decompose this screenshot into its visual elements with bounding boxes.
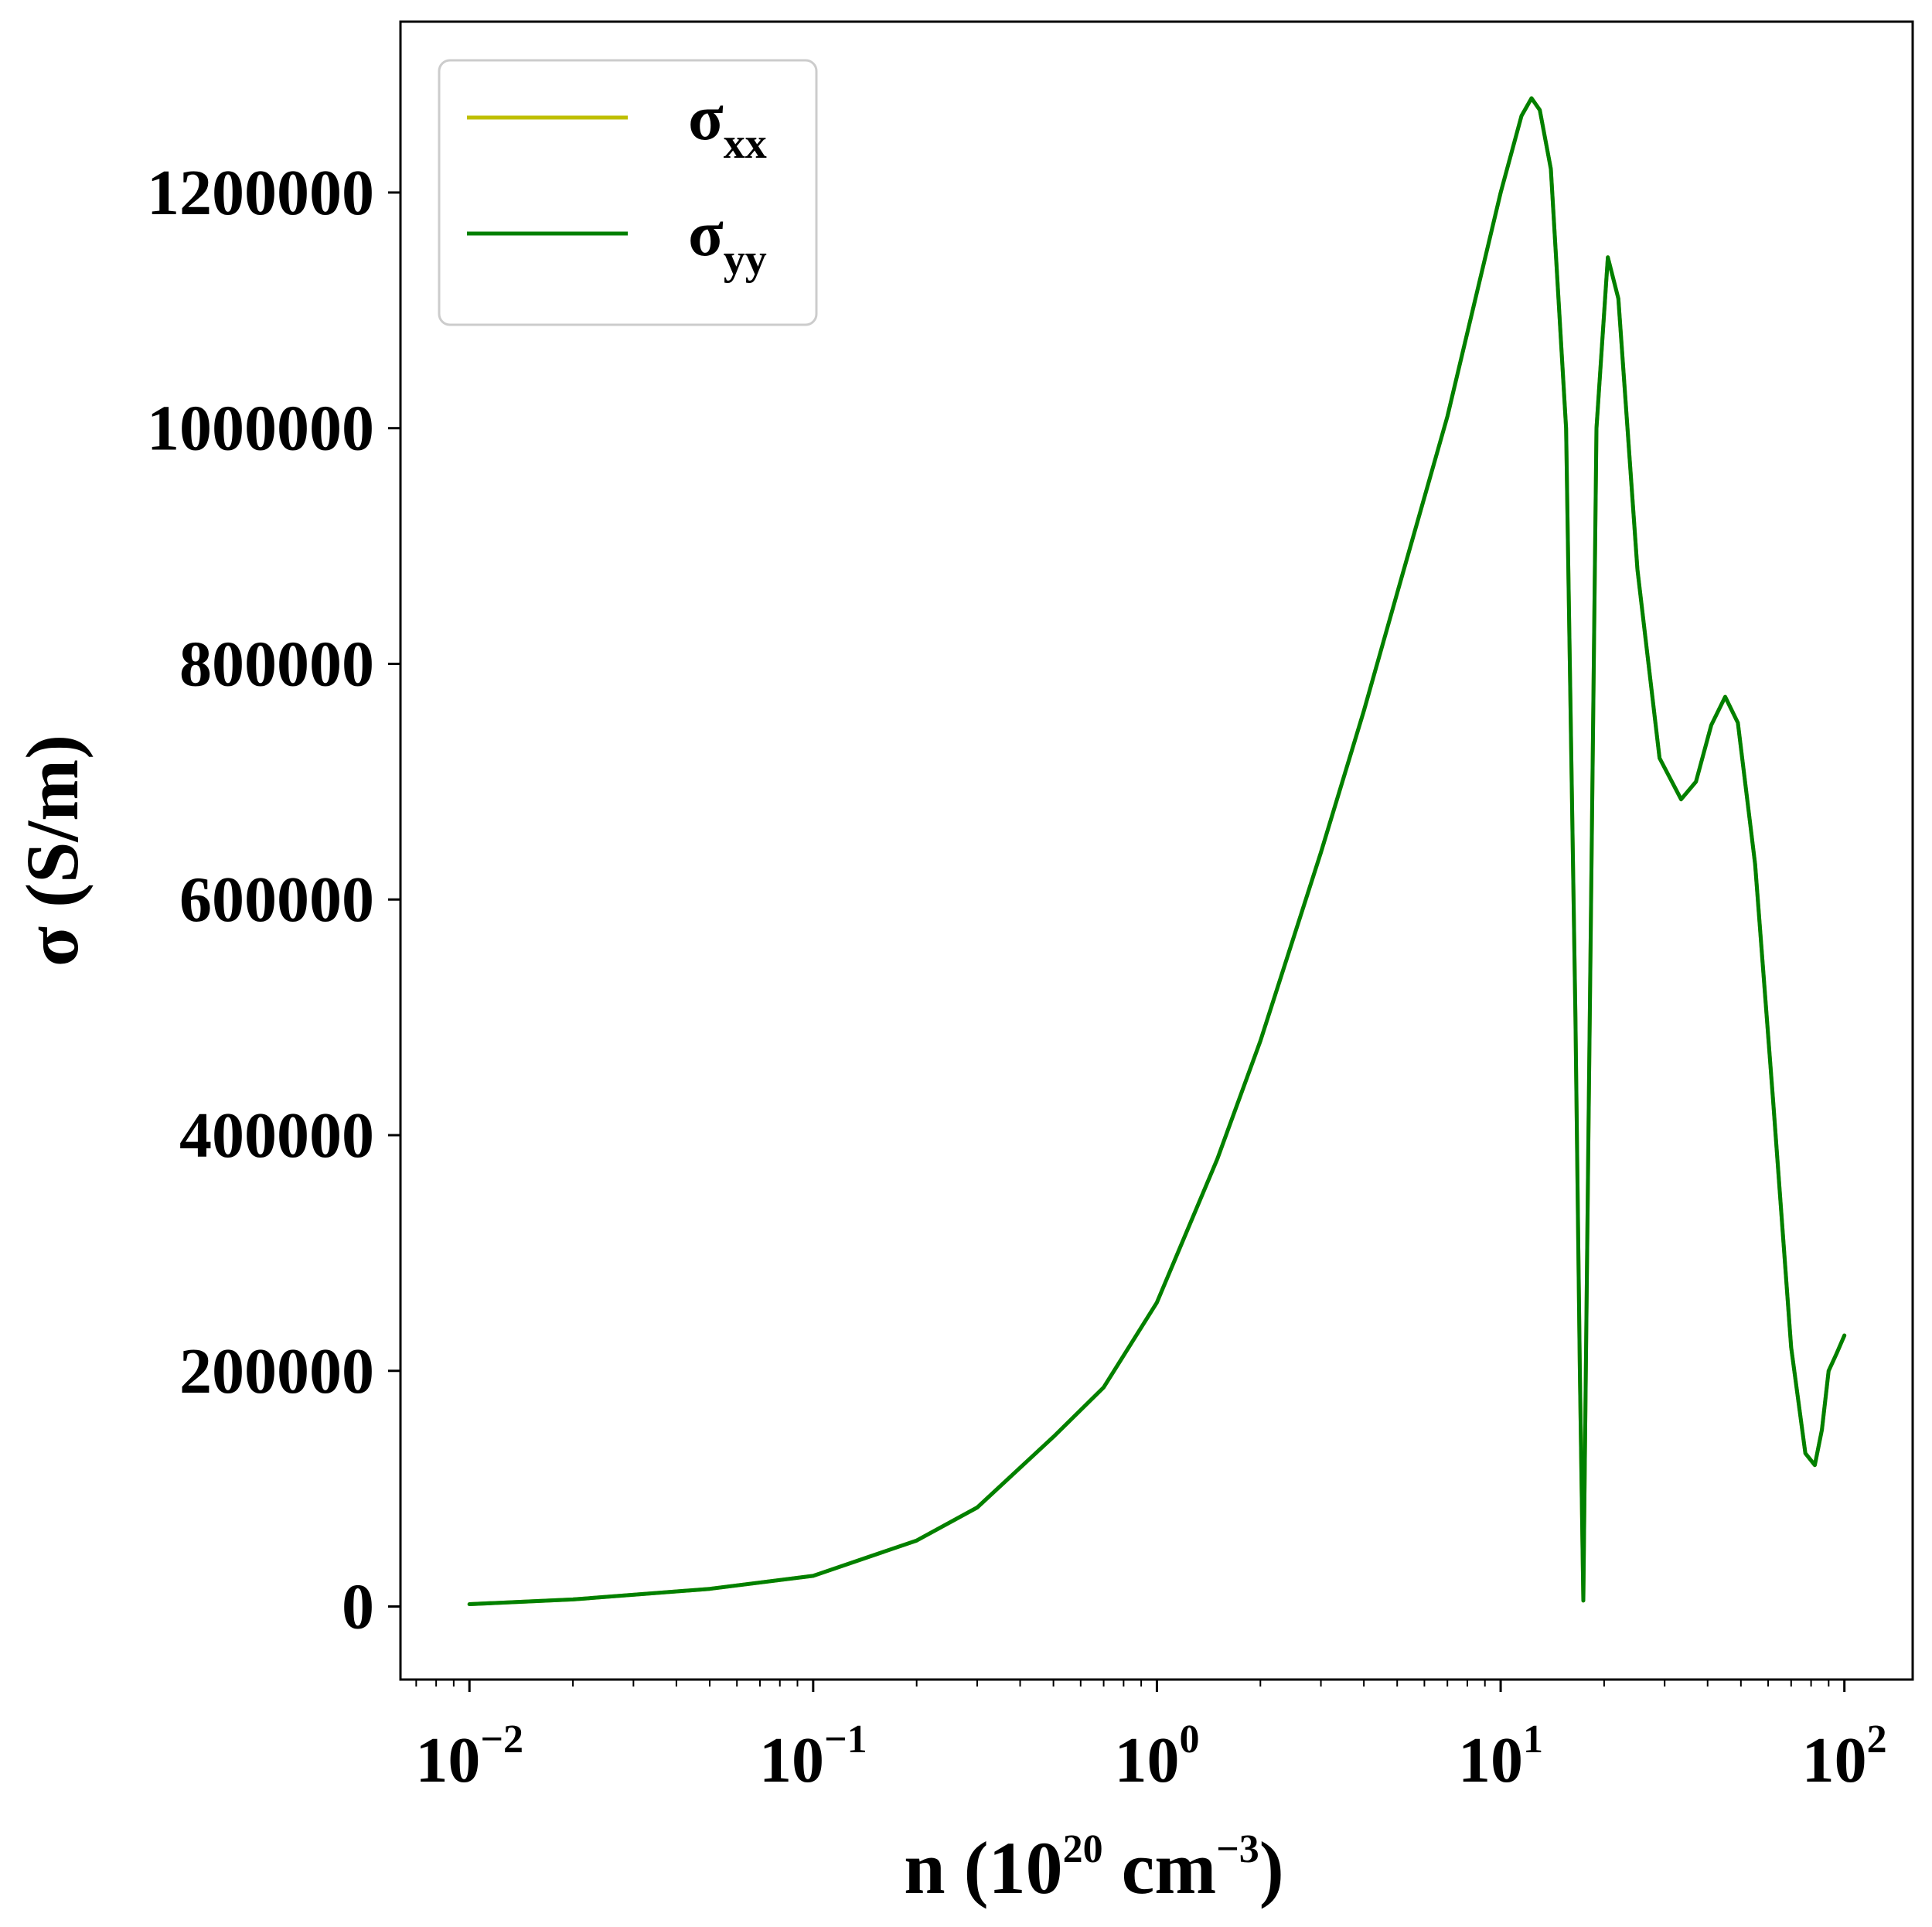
x-tick-label-base: 10 — [759, 1724, 824, 1796]
legend-label-sigma-yy-sub: yy — [724, 236, 767, 284]
y-tick-label: 0 — [342, 1571, 374, 1643]
legend: σxx σyy — [438, 59, 818, 326]
x-axis-title-close: ) — [1259, 1826, 1284, 1909]
x-tick-label-base: 10 — [415, 1724, 480, 1796]
y-tick-label: 400000 — [179, 1100, 374, 1172]
legend-label-sigma-yy-base: σ — [688, 198, 724, 270]
x-tick-label: 10−1 — [759, 1717, 867, 1796]
y-axis-title: σ (S/m) — [11, 735, 94, 967]
x-tick-label-base: 10 — [1458, 1724, 1523, 1796]
legend-box — [438, 59, 818, 326]
x-axis-title-sup1: 20 — [1063, 1827, 1103, 1871]
legend-label-sigma-xx: σxx — [688, 82, 767, 168]
y-tick-label: 1000000 — [147, 393, 374, 465]
legend-label-sigma-xx-sub: xx — [724, 120, 767, 168]
x-axis-ticks: 10−2 10−1 100 101 102 — [415, 1680, 1887, 1796]
series-layer — [467, 96, 1847, 1606]
x-tick-label-base: 10 — [1802, 1724, 1867, 1796]
x-tick-label-exponent: 2 — [1867, 1717, 1887, 1762]
x-axis-title-main: n (10 — [904, 1826, 1062, 1909]
x-tick-label: 101 — [1458, 1717, 1543, 1796]
x-tick-label-exponent: −2 — [480, 1717, 523, 1762]
x-axis-title-mid: cm — [1103, 1826, 1217, 1909]
y-tick-label: 800000 — [179, 628, 374, 700]
x-axis-title: n (1020 cm−3) — [904, 1826, 1284, 1909]
legend-label-sigma-xx-base: σ — [688, 82, 724, 154]
x-tick-label-exponent: 1 — [1523, 1717, 1543, 1762]
y-tick-label: 600000 — [179, 864, 374, 936]
x-tick-label-base: 10 — [1114, 1724, 1179, 1796]
x-axis-title-sup2: −3 — [1216, 1827, 1259, 1871]
y-axis-ticks: 0 200000 400000 600000 800000 1000000 1200000 — [147, 157, 400, 1643]
series-line-sigma-yy — [467, 96, 1847, 1606]
y-tick-label: 200000 — [179, 1335, 374, 1407]
x-tick-label: 100 — [1114, 1717, 1199, 1796]
y-tick-label: 1200000 — [147, 157, 374, 229]
x-tick-label: 102 — [1802, 1717, 1887, 1796]
legend-label-sigma-yy: σyy — [688, 198, 767, 284]
x-tick-label: 10−2 — [415, 1717, 523, 1796]
x-tick-label-exponent: 0 — [1179, 1717, 1199, 1762]
x-tick-label-exponent: −1 — [824, 1717, 867, 1762]
